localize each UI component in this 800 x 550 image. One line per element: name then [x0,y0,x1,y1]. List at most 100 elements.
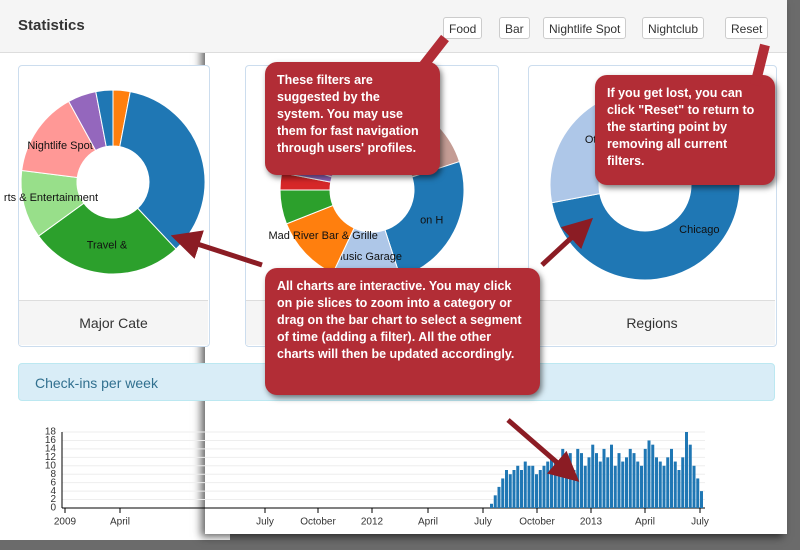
slice-label: Travel & [87,240,128,252]
bar [658,461,662,508]
x-tick-label: April [418,517,438,528]
bar [651,444,655,508]
callout-tail [750,43,770,87]
y-tick-label: 4 [50,486,56,497]
y-tick-label: 14 [45,444,57,455]
x-tick-label: October [300,517,336,528]
slice-label: Nightlife Spot [27,140,92,152]
y-tick-label: 12 [45,452,57,463]
bar [516,465,520,508]
bar [606,457,610,508]
slice-label: Chicago [679,224,719,236]
bar [497,486,501,508]
filter-button[interactable]: Nightlife Spot [543,17,627,39]
bar [613,465,617,508]
bar [535,474,538,508]
bar [662,465,666,508]
bar [557,465,561,508]
bar [490,503,493,508]
panel-footer: Major Cate [19,300,208,345]
bar [685,432,688,508]
bar [643,448,647,508]
bar [520,470,523,508]
x-tick-label: 2012 [361,517,384,528]
y-tick-label: 6 [50,477,56,488]
y-tick-label: 8 [50,469,56,480]
bar [636,461,640,508]
bar [591,444,595,508]
bar [512,470,516,508]
bar [602,448,606,508]
slice-label: rts & Entertainment [4,192,98,204]
x-tick-label: July [256,517,274,528]
bar [580,453,583,508]
bar [700,491,703,508]
y-tick-label: 10 [45,460,57,471]
bar [595,453,598,508]
reset-button[interactable]: Reset [725,17,769,39]
callout: If you get lost, you can click "Reset" t… [595,75,775,185]
bar [505,470,508,508]
bar [632,453,636,508]
y-tick-label: 0 [50,503,56,514]
x-tick-label: July [474,517,492,528]
bar [621,461,625,508]
arrow [170,230,263,268]
pie-slice [95,89,114,148]
bar [666,457,670,508]
x-tick-label: April [635,517,655,528]
callout-tail [416,34,449,74]
bar [550,457,553,508]
y-tick-label: 2 [50,494,56,505]
bar [527,465,531,508]
filter-button[interactable]: Food [443,17,483,39]
page-title: Statistics [18,17,85,34]
bar [538,470,542,508]
bar [640,465,643,508]
bar [598,461,602,508]
bar [617,453,621,508]
arrow [506,418,580,482]
bar [681,457,685,508]
bar [553,461,557,508]
y-tick-label: 18 [45,427,57,438]
bar [647,440,651,508]
x-tick-label: April [110,517,130,528]
bar [696,478,700,508]
slice-label: on H [420,214,443,226]
callout: These filters are suggested by the syste… [265,62,440,175]
pie: Travel & rts & Entertainment Nightlife Spo… [4,89,205,275]
bar [625,457,628,508]
x-tick-label: 2013 [580,517,603,528]
bar [673,461,677,508]
bar [565,457,568,508]
bar [572,470,576,508]
callout: All charts are interactive. You may clic… [265,268,540,395]
panel-footer: Regions [529,300,775,345]
x-tick-label: July [691,517,709,528]
y-tick-label: 16 [45,435,57,446]
pie-slice [37,202,177,275]
filter-button[interactable]: Bar [499,17,530,39]
bar [523,461,527,508]
bar [628,448,632,508]
slice-label: Ot [585,134,597,146]
bar [583,465,587,508]
x-tick-label: 2009 [54,517,77,528]
arrow [540,217,594,267]
bar [493,495,497,508]
bar [692,465,696,508]
bar [677,470,681,508]
slice-label: Mad River Bar & Grille [268,230,377,242]
bar [655,457,658,508]
bar [587,457,591,508]
bar [610,444,613,508]
slice-label: Music Garage [334,251,402,263]
bar [531,465,535,508]
bar [670,448,673,508]
filter-button[interactable]: Nightclub [642,17,705,39]
bar [688,444,692,508]
bar [508,474,512,508]
